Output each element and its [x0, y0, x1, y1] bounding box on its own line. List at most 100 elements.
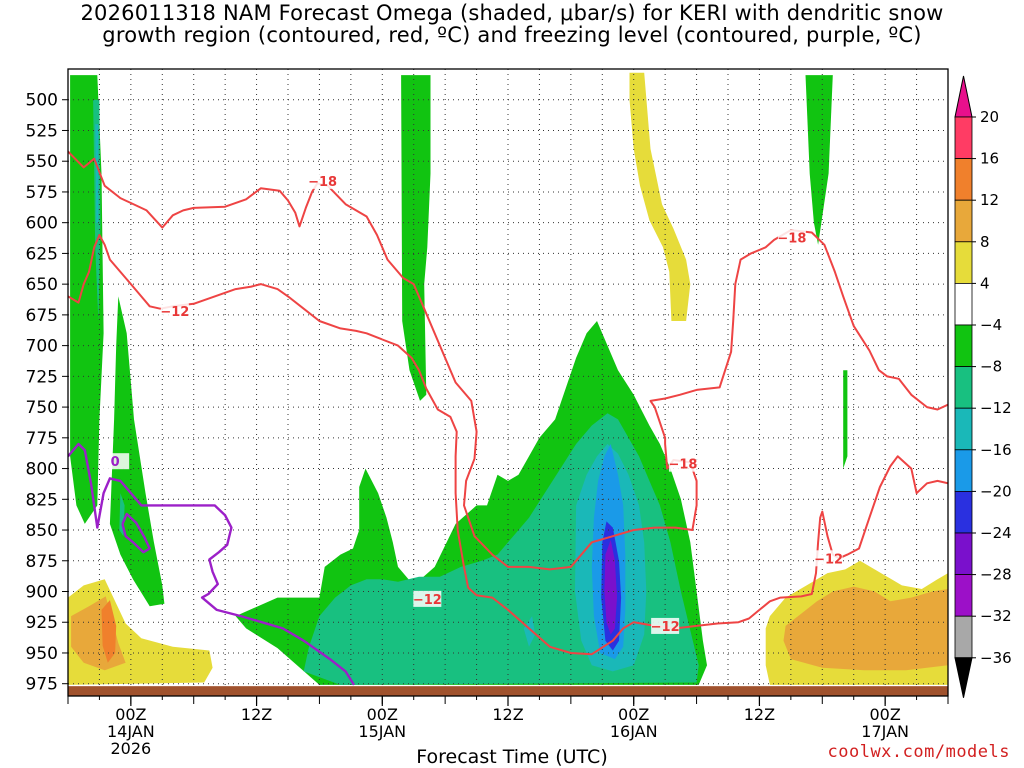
y-tick-label-575: 575: [26, 183, 58, 203]
ground-surface: [68, 686, 948, 696]
colorbar-swatch-9: [954, 490, 973, 534]
colorbar-swatch-12: [954, 615, 973, 659]
contour-label-bg-7: [101, 453, 130, 470]
colorbar: 20 16 12 8 4 −4 −8 −12 −16 −20 −24 −28 −32 −36: [954, 75, 1012, 698]
y-tick-label-925: 925: [26, 613, 58, 633]
y-tick-label-975: 975: [26, 675, 58, 695]
x-tick-label-0: 00Z: [115, 705, 146, 724]
omega-region-20: [783, 586, 948, 671]
colorbar-swatch-6: [954, 366, 973, 409]
y-tick-label-775: 775: [26, 429, 58, 449]
y-tick-label-875: 875: [26, 552, 58, 572]
colorbar-swatch-3: [954, 241, 973, 284]
colorbar-swatch-7: [954, 407, 973, 451]
y-tick-label-675: 675: [26, 306, 58, 326]
omega-region-6: [805, 75, 833, 245]
contour-label-bg-1: [160, 303, 189, 320]
y-tick-label-725: 725: [26, 367, 58, 387]
contour-label-4: −12: [651, 620, 680, 635]
freezing-level-contour-0: [68, 442, 356, 686]
colorbar-label-5: −4: [980, 316, 1002, 334]
colorbar-swatch-1: [954, 158, 973, 201]
x-year-label-0: 2026: [110, 739, 151, 758]
x-date-label-0: 14JAN: [107, 722, 155, 741]
y-axis: 500 525 550 575 600 625 650 675 700 725 750 775 800 8…: [26, 91, 68, 695]
colorbar-top-arrow: [954, 75, 973, 118]
y-tick-label-825: 825: [26, 490, 58, 510]
x-tick-label-1: 12Z: [241, 705, 272, 724]
colorbar-label-11: −28: [980, 566, 1012, 584]
ground-layer: [68, 686, 948, 696]
colorbar-swatch-5: [954, 324, 973, 367]
contour-label-bg-3: [413, 590, 442, 607]
contour-label-bg-0: [308, 172, 337, 189]
colorbar-swatch-10: [954, 532, 973, 575]
colorbar-swatch-2: [954, 199, 973, 243]
y-tick-label-850: 850: [26, 521, 58, 541]
omega-region-17: [101, 600, 117, 663]
freezing-level-contour-1: [121, 512, 151, 554]
x-tick-label-4: 00Z: [618, 705, 649, 724]
colorbar-label-1: 16: [980, 150, 999, 168]
colorbar-bottom-arrow: [954, 657, 973, 698]
contour-label-0: −18: [308, 175, 337, 190]
colorbar-label-9: −20: [980, 482, 1012, 500]
chart-title-line-2: growth region (contoured, red, ºC) and f…: [102, 23, 922, 47]
colorbar-label-6: −8: [980, 358, 1002, 376]
x-tick-label-5: 12Z: [744, 705, 775, 724]
contour-label-bg-6: [814, 550, 843, 567]
omega-region-5: [401, 75, 431, 401]
omega-region-10: [523, 616, 536, 647]
omega-region-2: [95, 124, 99, 223]
y-tick-label-900: 900: [26, 583, 58, 603]
omega-region-14: [604, 539, 617, 635]
colorbar-swatch-0: [954, 116, 973, 159]
y-tick-label-550: 550: [26, 152, 58, 172]
colorbar-swatch-4: [954, 282, 973, 326]
contour-label-7: 0: [111, 455, 120, 470]
contour-label-6: −12: [814, 552, 843, 567]
colorbar-label-12: −32: [980, 607, 1012, 625]
source-credit: coolwx.com/models: [827, 742, 1010, 762]
y-tick-label-650: 650: [26, 275, 58, 295]
contour-label-bg-2: [668, 455, 697, 472]
contour-label-2: −18: [668, 458, 697, 473]
contour-label-bg-4: [651, 617, 680, 634]
y-tick-label-600: 600: [26, 214, 58, 234]
contour-label-5: −18: [777, 231, 806, 246]
x-tick-label-3: 12Z: [492, 705, 523, 724]
y-tick-label-500: 500: [26, 91, 58, 111]
contour-label-1: −12: [160, 305, 189, 320]
colorbar-label-0: 20: [980, 108, 999, 126]
gridlines: [68, 69, 948, 696]
y-tick-label-700: 700: [26, 337, 58, 357]
colorbar-label-13: −36: [980, 649, 1012, 667]
colorbar-label-8: −16: [980, 441, 1012, 459]
x-date-label-6: 17JAN: [861, 722, 909, 741]
colorbar-label-10: −24: [980, 524, 1012, 542]
chart-title: 2026011318 NAM Forecast Omega (shaded, μ…: [0, 2, 1024, 46]
colorbar-label-7: −12: [980, 399, 1012, 417]
omega-region-7: [843, 370, 848, 469]
y-tick-label-750: 750: [26, 398, 58, 418]
y-tick-label-525: 525: [26, 121, 58, 141]
x-axis-title: Forecast Time (UTC): [416, 746, 608, 768]
colorbar-label-3: 8: [980, 233, 990, 251]
y-tick-label-800: 800: [26, 460, 58, 480]
contour-label-bg-5: [777, 229, 806, 246]
colorbar-swatch-8: [954, 449, 973, 492]
omega-region-18: [629, 72, 691, 321]
y-tick-label-625: 625: [26, 244, 58, 264]
colorbar-label-4: 4: [980, 274, 990, 292]
colorbar-label-2: 12: [980, 191, 999, 209]
x-tick-label-6: 00Z: [869, 705, 900, 724]
chart-title-line-1: 2026011318 NAM Forecast Omega (shaded, μ…: [80, 1, 944, 25]
contour-label-3: −12: [413, 593, 442, 608]
contour-labels: −18 −12 −18 −12 −12 −18 −12 0: [101, 172, 843, 635]
x-date-label-4: 16JAN: [610, 722, 658, 741]
colorbar-swatch-11: [954, 574, 973, 617]
x-tick-label-2: 00Z: [367, 705, 398, 724]
y-tick-label-950: 950: [26, 644, 58, 664]
